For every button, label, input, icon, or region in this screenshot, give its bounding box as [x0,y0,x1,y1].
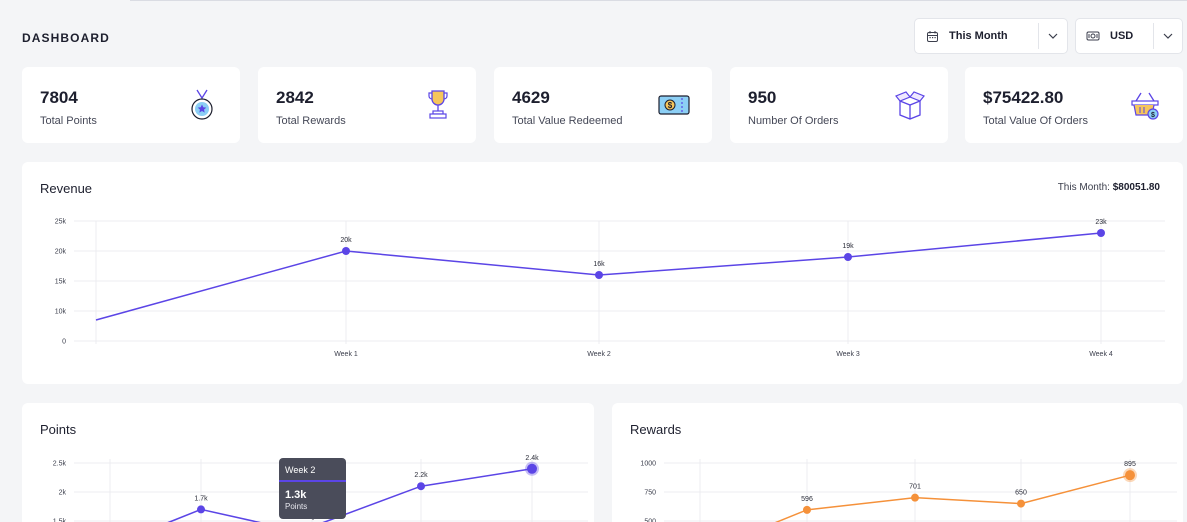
medal-icon [182,85,222,125]
stat-label: Total Value Redeemed [512,115,623,127]
period-select-value: This Month [949,30,1008,42]
data-label: 596 [801,496,813,503]
y-tick-label: 0 [62,339,66,346]
stat-card-total-points: 7804 Total Points [22,67,240,143]
panel-title: Revenue [40,181,93,196]
y-tick-label: 10k [55,309,67,316]
stat-label: Number Of Orders [748,115,839,127]
stat-value: 7804 [40,88,78,107]
rewards-panel: Rewards 500 750 1000 596 701 650 895 [612,403,1183,522]
data-label: 2.2k [414,472,428,479]
tooltip-label: Points [285,502,308,511]
rewards-chart: 500 750 1000 596 701 650 895 [640,459,1177,522]
y-tick-label: 20k [55,249,67,256]
calendar-icon [915,30,949,43]
stat-value: 950 [748,88,777,107]
tooltip-title: Week 2 [285,465,316,475]
data-point [527,463,537,474]
revenue-chart: 0 10k 15k 20k 25k Week 1 Week 2 Week 3 Week 4 20k… [55,219,1165,358]
data-label: 19k [842,243,854,250]
y-tick-label: 1.5k [53,519,67,522]
select-divider [1153,23,1154,49]
x-tick-label: Week 3 [836,351,860,358]
data-point [1125,470,1135,481]
data-label: 2.4k [525,455,539,462]
data-label: 1.7k [194,495,208,502]
data-point [803,505,811,514]
stat-card-number-of-orders: 950 Number Of Orders [730,67,948,143]
stat-label: Total Value Of Orders [983,115,1088,127]
cash-icon [1076,30,1110,42]
y-tick-label: 25k [55,219,67,226]
y-tick-label: 1000 [640,461,656,468]
points-chart: 1.5k 2k 2.5k 1.7k 2.2k 2.4k [53,455,588,522]
stat-value: $75422.80 [983,88,1064,107]
stat-label: Total Points [40,115,97,127]
chevron-down-icon[interactable] [1154,33,1182,39]
data-point [844,253,852,261]
data-point [197,505,205,514]
currency-select[interactable]: USD [1075,18,1183,54]
top-divider [130,0,1187,1]
period-select[interactable]: This Month [914,18,1068,54]
y-tick-label: 2.5k [53,461,67,468]
stat-value: 4629 [512,88,550,107]
data-point [911,493,919,502]
tooltip-value: 1.3k [285,489,307,501]
stat-value: 2842 [276,88,314,107]
stat-card-total-value-redeemed: 4629 Total Value Redeemed $ [494,67,712,143]
data-point [595,271,603,279]
data-label: 895 [1124,461,1136,468]
svg-text:$: $ [668,101,673,110]
tooltip-pointer [309,516,317,520]
points-tooltip: Week 2 1.3k Points [279,458,346,520]
series-line [167,508,261,522]
voucher-icon: $ [654,85,694,125]
y-tick-label: 2k [59,490,67,497]
summary-value: $80051.80 [1112,182,1160,193]
data-point [1097,229,1105,237]
revenue-summary: This Month: $80051.80 [1058,182,1160,193]
trophy-icon [418,85,458,125]
data-label: 701 [909,484,921,491]
x-tick-label: Week 4 [1089,351,1113,358]
x-tick-label: Week 2 [587,351,611,358]
y-tick-label: 15k [55,279,67,286]
panel-title: Rewards [630,422,682,437]
summary-label: This Month: [1057,182,1110,193]
stat-label: Total Rewards [276,115,346,127]
box-icon [890,85,930,125]
data-point [342,247,350,255]
data-label: 16k [593,261,605,268]
y-tick-label: 750 [644,490,656,497]
stat-card-total-rewards: 2842 Total Rewards [258,67,476,143]
y-tick-label: 500 [644,519,656,522]
stat-card-total-value-of-orders: $75422.80 Total Value Of Orders $ [965,67,1183,143]
data-point [1017,499,1025,508]
panel-title: Points [40,422,77,437]
basket-icon: $ [1125,85,1165,125]
page-title: DASHBOARD [22,31,110,45]
select-divider [1038,23,1039,49]
data-label: 650 [1015,490,1027,497]
data-label: 20k [340,237,352,244]
x-tick-label: Week 1 [334,351,358,358]
chevron-down-icon[interactable] [1039,33,1067,39]
data-point [417,482,425,491]
tooltip-series-bar [279,480,346,482]
series-line [774,474,1131,522]
svg-text:$: $ [1151,112,1155,119]
currency-select-value: USD [1110,30,1134,42]
data-label: 23k [1095,219,1107,226]
revenue-panel: Revenue This Month: $80051.80 0 10k 15k 20k… [22,162,1183,384]
